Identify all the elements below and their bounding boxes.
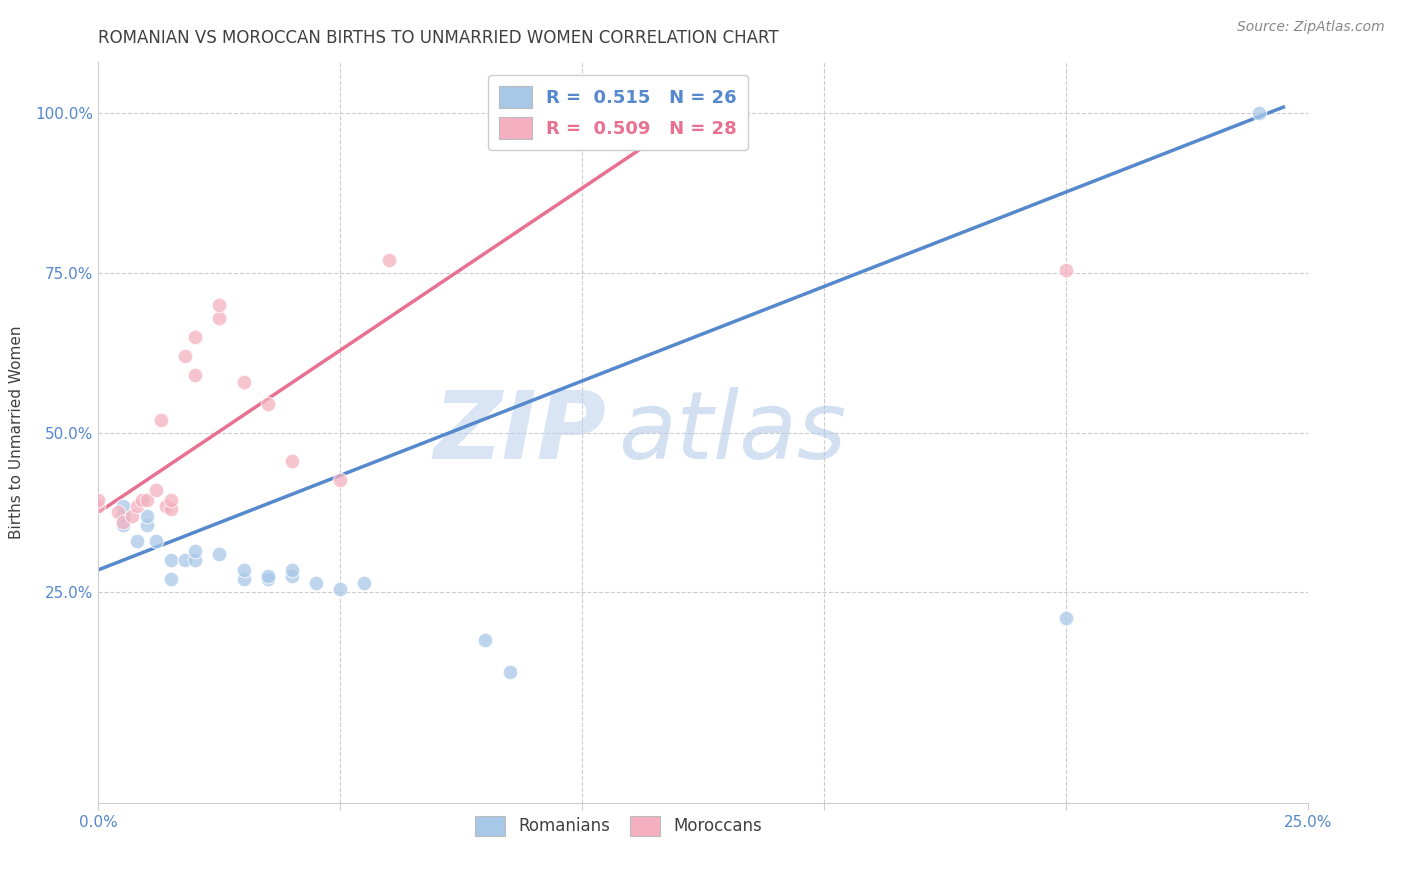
- Point: [150, 413, 173, 427]
- Point: [184, 553, 207, 567]
- Point: [184, 543, 207, 558]
- Point: [329, 582, 352, 596]
- Point: [111, 515, 134, 529]
- Point: [256, 573, 278, 587]
- Point: [377, 253, 399, 268]
- Legend: Romanians, Moroccans: Romanians, Moroccans: [468, 809, 769, 843]
- Point: [595, 106, 617, 120]
- Point: [174, 553, 197, 567]
- Point: [281, 569, 304, 583]
- Point: [145, 534, 167, 549]
- Point: [111, 499, 134, 513]
- Point: [208, 298, 231, 312]
- Y-axis label: Births to Unmarried Women: Births to Unmarried Women: [10, 326, 24, 540]
- Point: [160, 573, 183, 587]
- Point: [87, 492, 110, 507]
- Point: [644, 106, 666, 120]
- Point: [329, 474, 352, 488]
- Point: [107, 505, 129, 519]
- Point: [184, 368, 207, 383]
- Point: [121, 508, 143, 523]
- Text: ROMANIAN VS MOROCCAN BIRTHS TO UNMARRIED WOMEN CORRELATION CHART: ROMANIAN VS MOROCCAN BIRTHS TO UNMARRIED…: [98, 29, 779, 47]
- Point: [547, 112, 569, 127]
- Point: [281, 563, 304, 577]
- Point: [256, 569, 278, 583]
- Point: [127, 534, 149, 549]
- Point: [208, 547, 231, 561]
- Point: [184, 330, 207, 344]
- Point: [145, 483, 167, 497]
- Point: [127, 499, 149, 513]
- Point: [111, 518, 134, 533]
- Point: [160, 553, 183, 567]
- Point: [135, 518, 157, 533]
- Text: ZIP: ZIP: [433, 386, 606, 479]
- Text: Source: ZipAtlas.com: Source: ZipAtlas.com: [1237, 20, 1385, 34]
- Point: [232, 375, 254, 389]
- Point: [87, 499, 110, 513]
- Point: [668, 112, 690, 127]
- Point: [474, 633, 496, 648]
- Point: [111, 508, 134, 523]
- Point: [135, 492, 157, 507]
- Point: [135, 508, 157, 523]
- Point: [256, 397, 278, 411]
- Point: [155, 499, 177, 513]
- Point: [160, 492, 183, 507]
- Point: [131, 492, 153, 507]
- Point: [1054, 263, 1077, 277]
- Text: atlas: atlas: [619, 387, 846, 478]
- Point: [232, 573, 254, 587]
- Point: [281, 454, 304, 468]
- Point: [160, 502, 183, 516]
- Point: [232, 563, 254, 577]
- Point: [1249, 106, 1271, 120]
- Point: [305, 575, 328, 590]
- Point: [1054, 611, 1077, 625]
- Point: [353, 575, 375, 590]
- Point: [174, 349, 197, 363]
- Point: [208, 310, 231, 325]
- Point: [498, 665, 520, 679]
